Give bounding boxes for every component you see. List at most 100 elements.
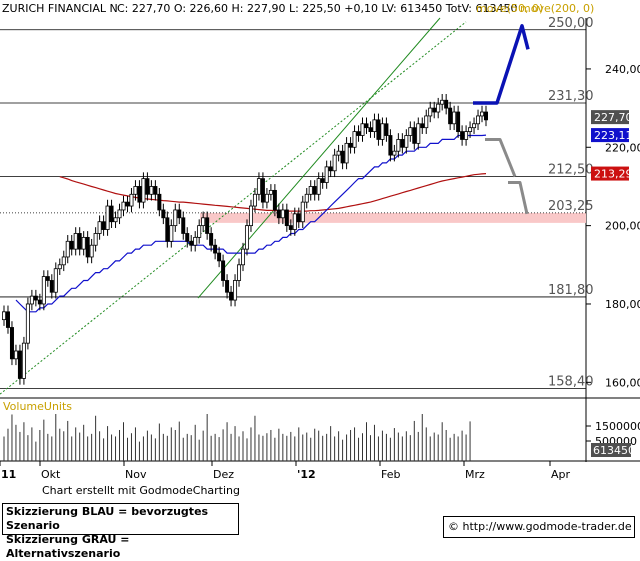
volume-panel-title: VolumeUnits	[3, 400, 72, 413]
candle-body	[89, 244, 94, 258]
candle	[233, 274, 238, 307]
candle	[328, 160, 333, 178]
candle	[185, 227, 190, 248]
y-tick-label: 200,00	[605, 220, 640, 233]
candle-body	[201, 217, 206, 227]
candle	[244, 219, 249, 256]
candle-body	[21, 342, 26, 379]
level-label-1: 231,30	[548, 89, 594, 104]
x-tick-label: Mrz	[465, 468, 485, 481]
candle-body	[177, 209, 182, 219]
candle	[17, 344, 22, 385]
x-tick-label: Okt	[41, 468, 61, 481]
candle-body	[412, 127, 417, 144]
ma50-line	[15, 134, 487, 313]
candle	[324, 160, 329, 189]
candle	[161, 203, 166, 225]
x-tick-label: 11	[1, 468, 16, 481]
candle-body	[444, 99, 449, 109]
candle	[408, 121, 413, 142]
candle-body	[209, 233, 214, 246]
candle	[476, 109, 481, 131]
candle-body	[356, 131, 361, 136]
candle-body	[364, 123, 369, 129]
candle-body	[420, 123, 425, 129]
candle-body	[452, 111, 457, 125]
candle-body	[428, 107, 433, 117]
candle-body	[288, 225, 293, 230]
candle-body	[256, 178, 261, 195]
badge-box	[591, 110, 629, 125]
candle	[65, 235, 70, 264]
candle-body	[133, 186, 138, 195]
candle	[280, 203, 285, 225]
candle-body	[472, 123, 477, 129]
candle	[356, 125, 361, 142]
candle	[360, 117, 365, 142]
scenario-blue-path	[473, 24, 530, 105]
candle	[412, 121, 417, 150]
candle	[77, 227, 82, 256]
candle	[340, 144, 345, 170]
candle-body	[73, 233, 78, 250]
candle	[332, 148, 337, 178]
level-label-0: 250,00	[548, 16, 594, 31]
candle-body	[284, 209, 289, 227]
candle	[37, 293, 42, 311]
candle-body	[244, 225, 249, 250]
candle	[256, 172, 261, 201]
candle-body	[121, 201, 126, 211]
candle-body	[432, 107, 437, 113]
candle	[468, 121, 473, 138]
candle	[372, 113, 377, 138]
x-tick-label: Apr	[551, 468, 571, 481]
candle	[272, 184, 277, 217]
badge-box	[591, 166, 629, 181]
candle	[352, 125, 357, 154]
ma50-legend: move(50, 0)	[476, 2, 543, 15]
candle	[460, 125, 465, 146]
candle-body	[65, 240, 70, 258]
candle-body	[13, 350, 18, 360]
candle	[384, 117, 389, 142]
scenario-grey-path-1	[485, 137, 517, 178]
candle	[436, 97, 441, 119]
candle	[300, 195, 305, 228]
candle	[336, 144, 341, 162]
candle-body	[69, 240, 74, 250]
legend-grey: Skizzierung GRAU = Alternativszenario	[6, 533, 130, 560]
candle	[420, 117, 425, 134]
candle-body	[348, 142, 353, 148]
candle-body	[380, 123, 385, 140]
candle-body	[252, 193, 257, 207]
candle	[312, 180, 317, 201]
candle	[69, 235, 74, 256]
scenario-legend: Skizzierung BLAU = bevorzugtes Szenario …	[2, 503, 239, 560]
candle	[296, 207, 301, 228]
candle	[49, 274, 54, 299]
candle	[241, 242, 246, 272]
y-tick-label: 180,00	[605, 298, 640, 311]
candle-body	[9, 327, 14, 360]
candle-body	[2, 311, 7, 321]
candle	[173, 203, 178, 232]
candle-body	[388, 135, 393, 156]
candle-body	[37, 299, 42, 305]
x-tick-label: Nov	[125, 468, 147, 481]
candle	[25, 297, 30, 350]
source-url[interactable]: © http://www.godmode-trader.de	[443, 516, 635, 538]
candle	[288, 219, 293, 236]
candle	[141, 172, 146, 209]
candle-body	[93, 233, 98, 246]
candle-body	[328, 166, 333, 172]
y-tick-label: 240,00	[605, 63, 640, 76]
candle-body	[260, 178, 265, 203]
candle-body	[448, 107, 453, 125]
candle	[320, 172, 325, 189]
badge-box	[591, 128, 629, 143]
candle-body	[336, 150, 341, 156]
candle	[364, 117, 369, 134]
price-stats: C: 227,70 O: 226,60 H: 227,90 L: 225,50 …	[117, 2, 517, 15]
candle-body	[416, 123, 421, 144]
